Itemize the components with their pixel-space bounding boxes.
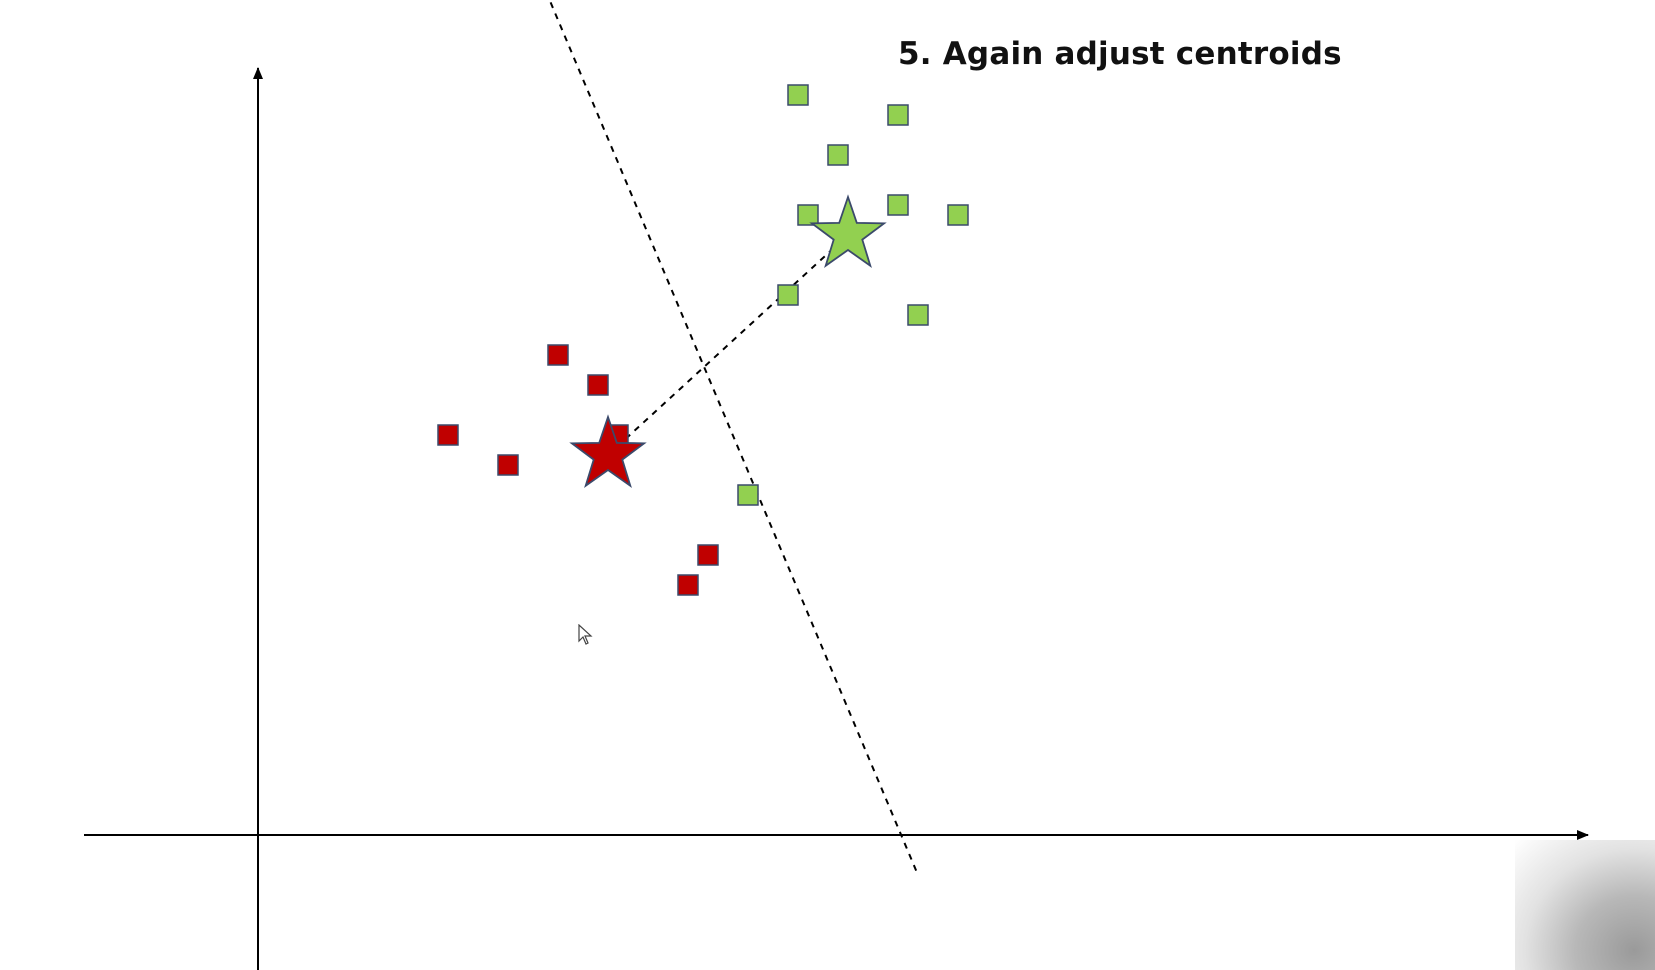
green-data-point: [907, 304, 929, 326]
axes: [84, 67, 1589, 970]
decision-boundary-line: [548, 0, 919, 876]
data-points: [437, 84, 969, 596]
green-centroid-star: [809, 194, 887, 268]
green-data-point: [777, 284, 799, 306]
red-data-point: [547, 344, 569, 366]
green-data-point: [737, 484, 759, 506]
centroids: [569, 194, 887, 488]
red-data-point: [497, 454, 519, 476]
centroid-connector-line: [607, 234, 849, 456]
connector-lines: [548, 0, 919, 876]
red-data-point: [587, 374, 609, 396]
green-data-point: [887, 104, 909, 126]
green-data-point: [787, 84, 809, 106]
green-data-point: [947, 204, 969, 226]
green-data-point: [797, 204, 819, 226]
red-data-point: [677, 574, 699, 596]
green-data-point: [827, 144, 849, 166]
red-centroid-star: [569, 414, 647, 488]
red-data-point: [697, 544, 719, 566]
corner-blur: [1515, 840, 1655, 970]
green-data-point: [887, 194, 909, 216]
slide-title: 5. Again adjust centroids: [898, 36, 1342, 72]
red-data-point: [437, 424, 459, 446]
mouse-cursor-icon: [578, 624, 593, 645]
